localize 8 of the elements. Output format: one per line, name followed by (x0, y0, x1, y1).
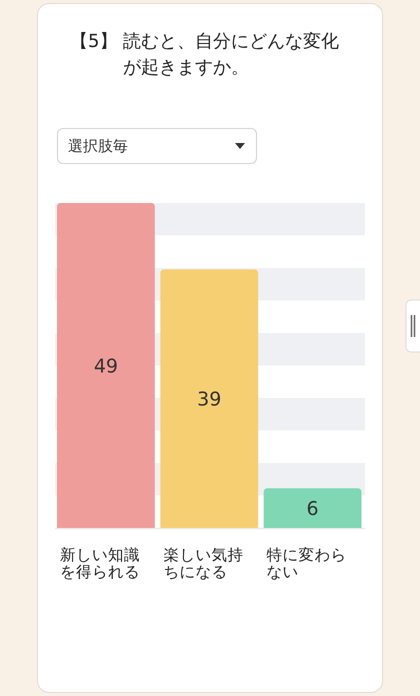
data-label: 39 (197, 388, 222, 411)
x-tick-label: 新しい知識を得られる (60, 546, 141, 581)
x-tick-label: 特に変わらない (266, 546, 348, 581)
data-label: 49 (94, 356, 118, 378)
text: 選択肢毎 (57, 128, 257, 164)
data-label: 6 (306, 498, 319, 520)
chart-title: 【5】 読むと、自分にどんな変化が起きますか。 (70, 30, 340, 80)
x-tick-label: 楽しい気持ちになる (163, 546, 244, 581)
